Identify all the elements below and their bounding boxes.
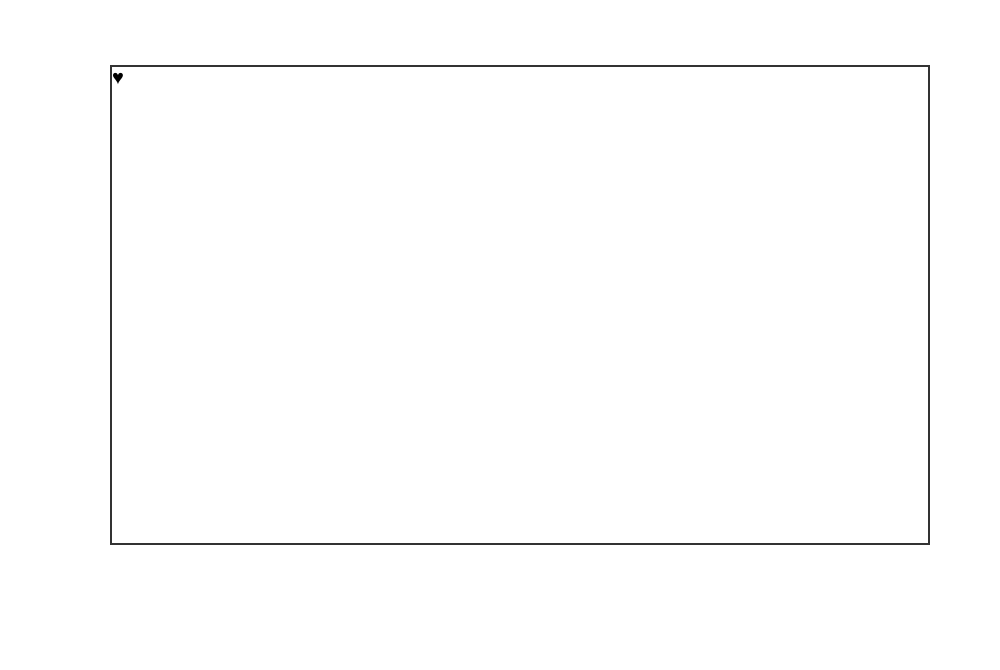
plot-area: ♥ (110, 65, 930, 545)
heart-marker-icon: ♥ (112, 67, 124, 90)
xrd-chart: ♥ (50, 45, 950, 625)
x-axis-labels (110, 553, 930, 583)
xrd-traces (112, 67, 928, 543)
